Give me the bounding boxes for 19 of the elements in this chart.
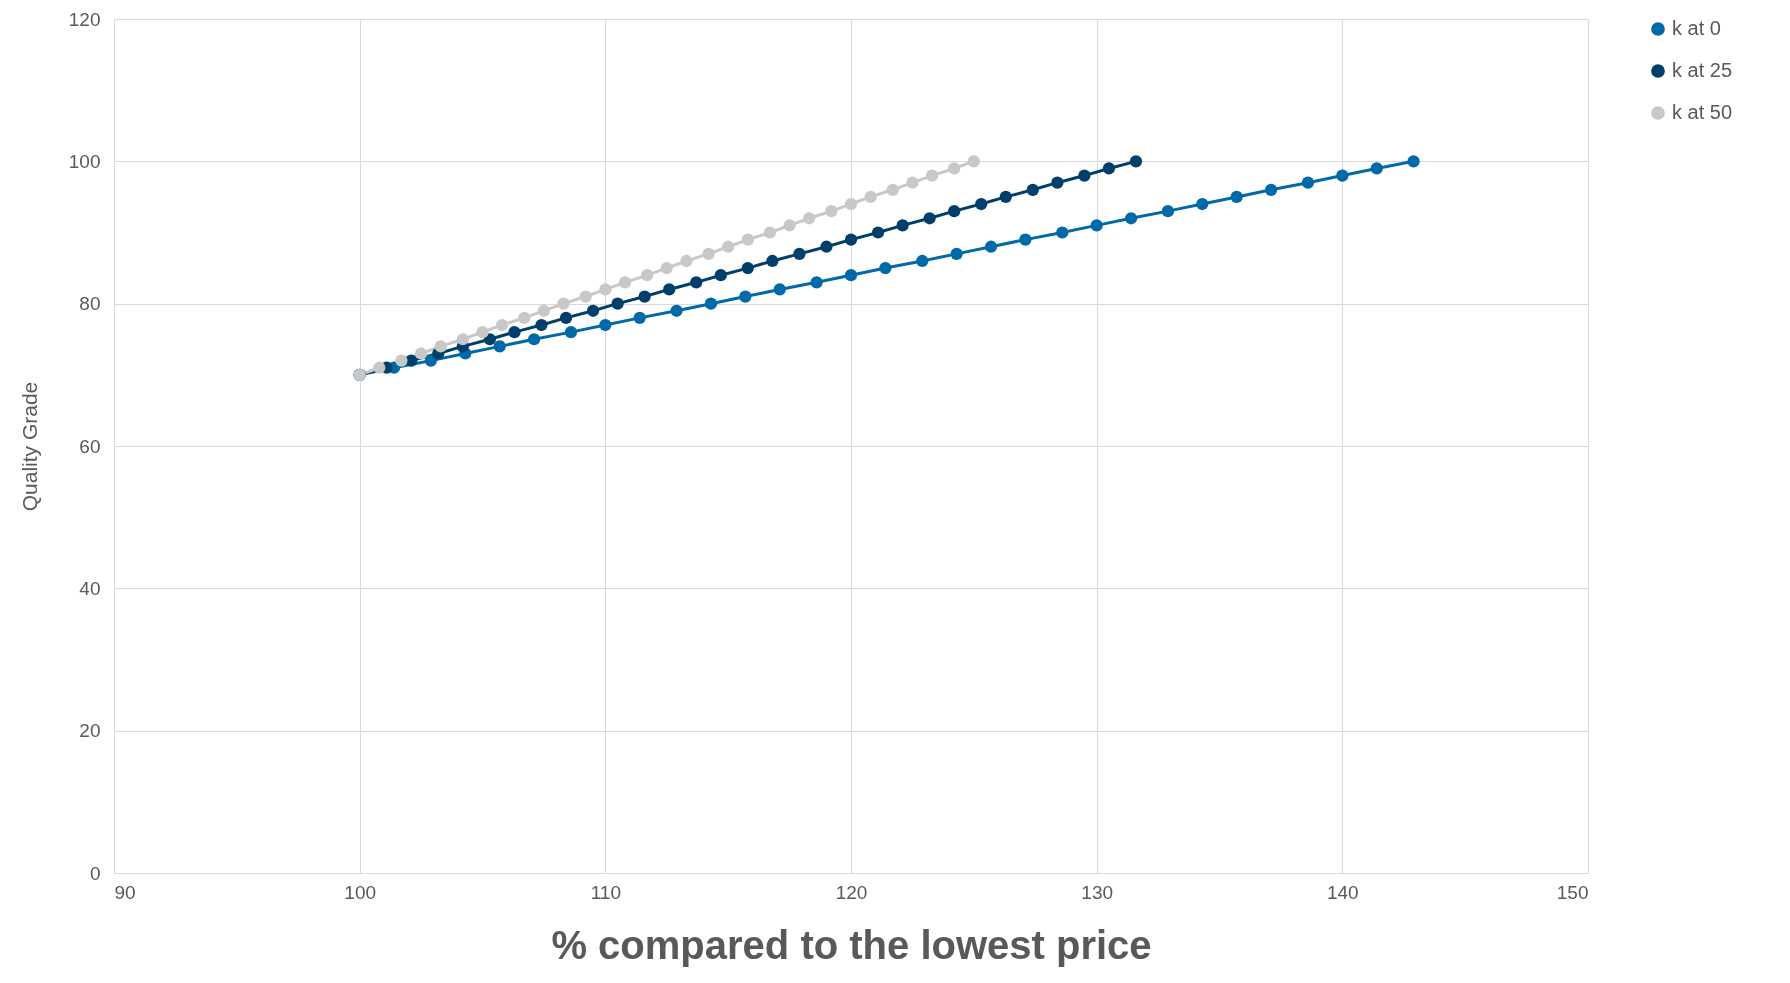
legend-label: k at 0 (1672, 17, 1721, 39)
y-axis-title: Quality Grade (17, 381, 41, 512)
y-tick-label: 0 (89, 862, 101, 884)
y-tick-label: 60 (79, 435, 101, 457)
x-tick-label: 110 (590, 881, 621, 903)
x-axis-title: % compared to the lowest price (551, 922, 1152, 967)
legend-label: k at 25 (1672, 59, 1733, 81)
x-tick-label: 130 (1081, 881, 1114, 903)
x-tick-label: 140 (1326, 881, 1359, 903)
x-tick-label: 90 (114, 881, 136, 903)
x-tick-label: 100 (344, 881, 377, 903)
y-tick-label: 80 (79, 293, 101, 315)
y-tick-label: 120 (68, 8, 101, 30)
y-tick-label: 20 (79, 720, 101, 742)
y-tick-label: 40 (79, 577, 101, 599)
y-tick-label: 100 (68, 150, 101, 172)
x-tick-label: 150 (1556, 881, 1589, 903)
x-tick-label: 120 (835, 881, 868, 903)
legend-label: k at 50 (1672, 101, 1733, 123)
